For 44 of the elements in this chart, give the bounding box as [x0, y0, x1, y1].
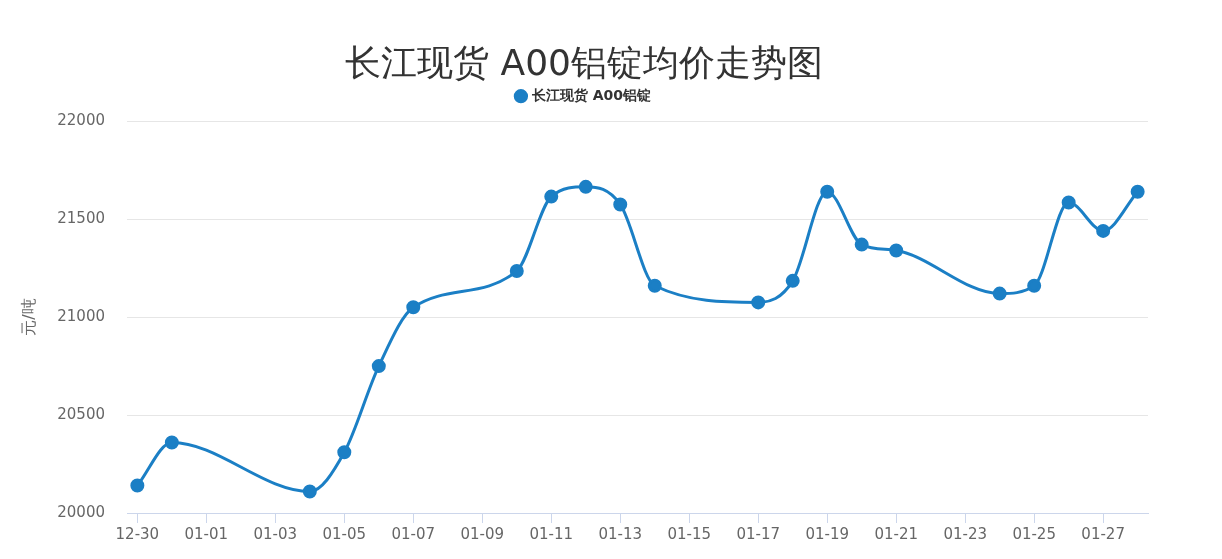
y-axis-title: 元/吨 [18, 298, 38, 336]
x-tick-label: 01-03 [253, 524, 298, 543]
point [647, 278, 662, 293]
y-tick-label: 20500 [57, 404, 105, 423]
point [992, 286, 1007, 301]
x-tick-label: 01-21 [874, 524, 918, 543]
point [544, 189, 559, 204]
x-tick-label: 01-27 [1081, 524, 1125, 543]
point [1096, 223, 1111, 238]
x-tick-label: 12-30 [115, 524, 160, 543]
point [164, 435, 179, 450]
point [337, 445, 352, 460]
x-tick-label: 01-25 [1012, 524, 1056, 543]
x-tick-label: 01-19 [805, 524, 850, 543]
x-tick-label: 01-13 [598, 524, 643, 543]
point [578, 179, 593, 194]
point [302, 484, 317, 499]
point [751, 295, 766, 310]
point [1130, 184, 1145, 199]
point [130, 478, 145, 493]
y-tick-label: 22000 [57, 111, 105, 130]
chart-title: 长江现货 A00铝锭均价走势图 [345, 41, 823, 83]
x-tick-label: 01-01 [184, 524, 229, 543]
y-tick-label: 21500 [57, 209, 105, 228]
point [406, 300, 421, 315]
point [889, 243, 904, 258]
point [1061, 195, 1076, 210]
point [854, 237, 869, 252]
point [509, 264, 524, 279]
point [613, 197, 628, 212]
x-tick-label: 01-11 [529, 524, 574, 543]
x-tick-label: 01-07 [391, 524, 436, 543]
y-tick-label: 20000 [57, 502, 105, 521]
x-tick-label: 01-15 [667, 524, 712, 543]
x-tick-label: 01-17 [736, 524, 781, 543]
x-tick-label: 01-23 [943, 524, 987, 543]
x-tick-label: 01-09 [460, 524, 505, 543]
point [820, 184, 835, 199]
point [371, 359, 386, 374]
point [785, 273, 800, 288]
y-tick-label: 21000 [57, 306, 105, 325]
point [1027, 278, 1042, 293]
x-tick-label: 01-05 [322, 524, 367, 543]
legend-label: 长江现货 A00铝锭 [530, 86, 652, 103]
